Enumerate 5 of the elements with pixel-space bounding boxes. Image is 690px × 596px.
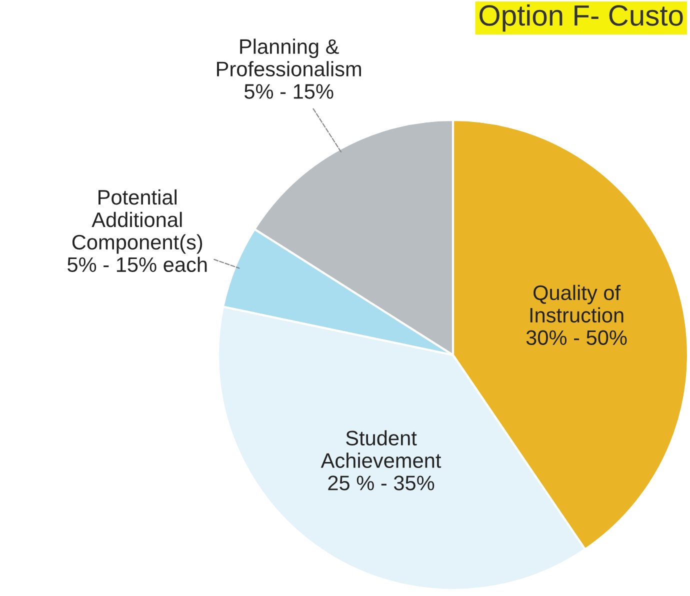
- chart-title: Option F- Custo: [480, 4, 683, 32]
- slice-label: Potential Additional Component(s) 5% - 15% each: [68, 189, 207, 272]
- slice-label: Quality of Instruction 30% - 50%: [526, 284, 627, 346]
- slice-label: Planning & Professionalism 5% - 15%: [217, 38, 361, 99]
- slice-label: Student Achievement 25 % - 35%: [320, 430, 442, 490]
